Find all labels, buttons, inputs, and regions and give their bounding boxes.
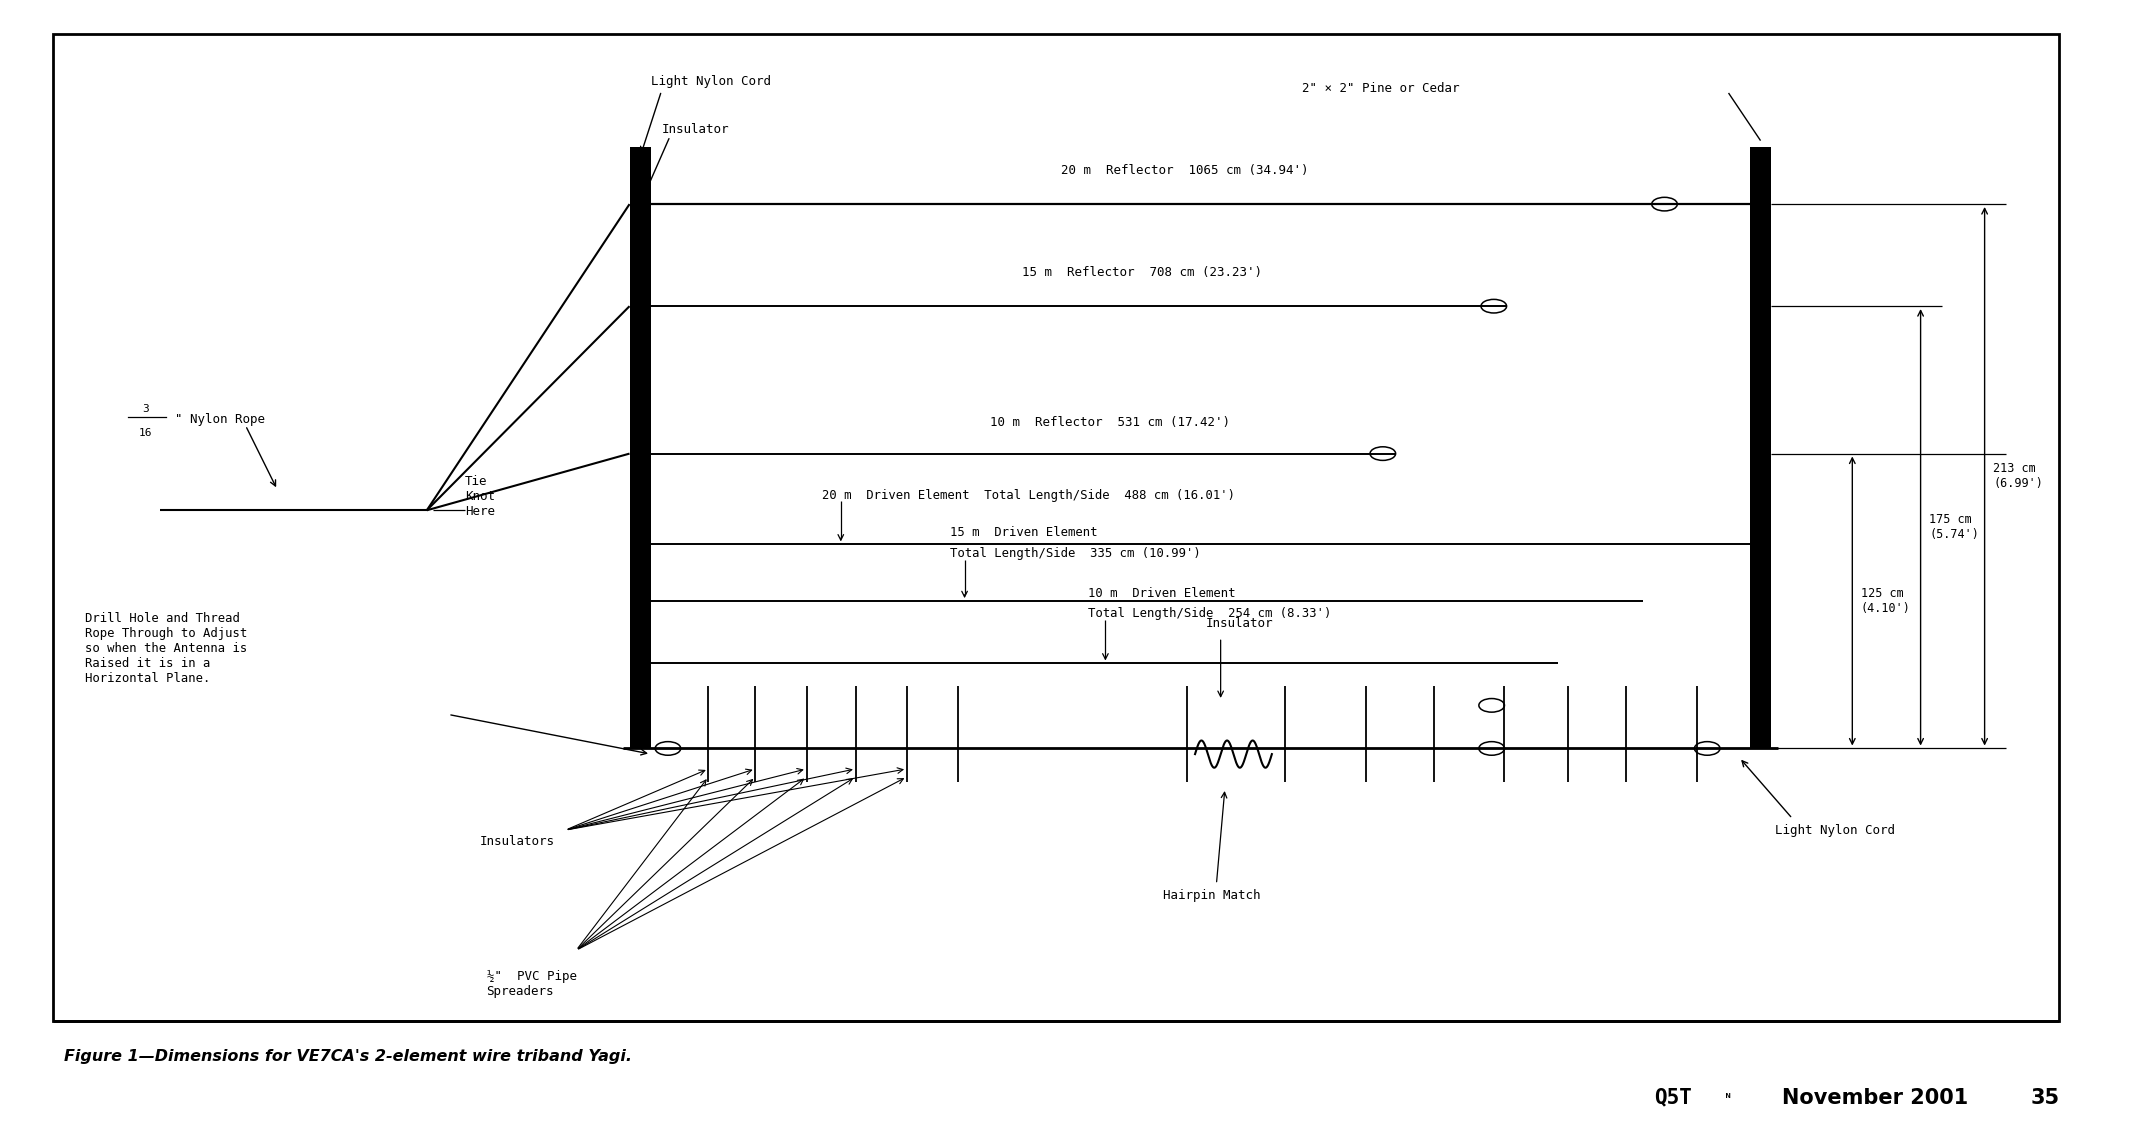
Text: 20 m  Reflector  1065 cm (34.94'): 20 m Reflector 1065 cm (34.94') (1061, 163, 1308, 177)
Text: Light Nylon Cord: Light Nylon Cord (1775, 823, 1895, 837)
Text: 10 m  Reflector  531 cm (17.42'): 10 m Reflector 531 cm (17.42') (990, 416, 1229, 430)
Text: ½"  PVC Pipe
Spreaders: ½" PVC Pipe Spreaders (487, 970, 576, 998)
Text: Tie
Knot
Here: Tie Knot Here (465, 475, 495, 518)
Text: 175 cm
(5.74'): 175 cm (5.74') (1929, 514, 1978, 541)
Text: " Nylon Rope: " Nylon Rope (175, 413, 265, 426)
Text: 16: 16 (139, 428, 152, 438)
Text: Q5T: Q5T (1654, 1088, 1692, 1108)
Text: 15 m  Driven Element: 15 m Driven Element (950, 526, 1097, 540)
Text: 3: 3 (141, 404, 149, 414)
Text: Drill Hole and Thread
Rope Through to Adjust
so when the Antenna is
Raised it is: Drill Hole and Thread Rope Through to Ad… (85, 612, 248, 685)
Bar (630, 147, 651, 748)
Text: Figure 1—Dimensions for VE7CA's 2-element wire triband Yagi.: Figure 1—Dimensions for VE7CA's 2-elemen… (64, 1049, 632, 1065)
Text: Hairpin Match: Hairpin Match (1163, 889, 1261, 903)
Text: 35: 35 (2029, 1088, 2059, 1108)
Text: 10 m  Driven Element: 10 m Driven Element (1088, 586, 1236, 600)
Text: ᴺ: ᴺ (1724, 1092, 1733, 1106)
Text: Insulator: Insulator (662, 122, 730, 136)
Text: 20 m  Driven Element  Total Length/Side  488 cm (16.01'): 20 m Driven Element Total Length/Side 48… (822, 489, 1236, 502)
Text: Insulators: Insulators (480, 835, 555, 848)
Text: Total Length/Side  254 cm (8.33'): Total Length/Side 254 cm (8.33') (1088, 607, 1332, 620)
Text: 213 cm
(6.99'): 213 cm (6.99') (1993, 463, 2042, 490)
Bar (53, 34, 2059, 1021)
Text: Light Nylon Cord: Light Nylon Cord (651, 75, 770, 88)
Text: 125 cm
(4.10'): 125 cm (4.10') (1861, 587, 1910, 615)
Text: 2" × 2" Pine or Cedar: 2" × 2" Pine or Cedar (1302, 82, 1460, 95)
Text: November 2001: November 2001 (1782, 1088, 1968, 1108)
Bar (1750, 147, 1771, 748)
Text: 15 m  Reflector  708 cm (23.23'): 15 m Reflector 708 cm (23.23') (1022, 265, 1261, 279)
Text: Total Length/Side  335 cm (10.99'): Total Length/Side 335 cm (10.99') (950, 547, 1201, 560)
Text: Insulator: Insulator (1206, 617, 1274, 631)
